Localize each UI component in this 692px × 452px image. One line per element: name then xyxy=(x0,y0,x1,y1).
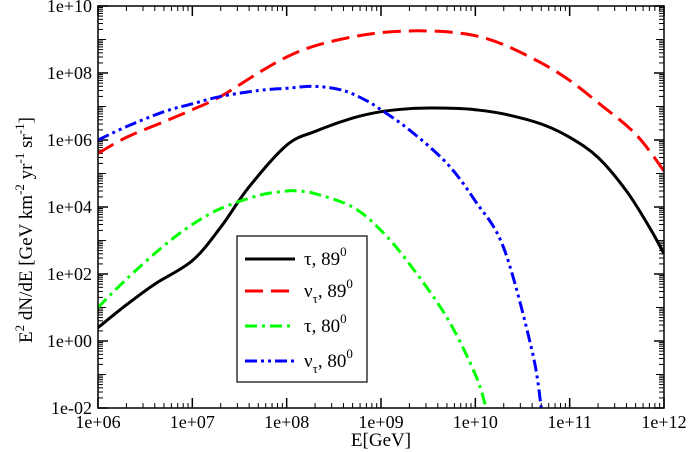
legend-entry-nutau-80: ντ, 800 xyxy=(245,346,353,376)
legend-sup-nutau-89: 0 xyxy=(346,276,353,291)
y-title-part-7: -1 xyxy=(12,123,27,134)
x-tick-labels: 1e+06 1e+07 1e+08 1e+09 1e+10 1e+11 1e+12 xyxy=(75,412,686,432)
x-tick-label-3: 1e+09 xyxy=(358,412,403,432)
legend-label-tau-89: τ, 89 xyxy=(304,249,340,270)
svg-text:E2 dN/dE [GeV km-2 yr-1 sr-1]: E2 dN/dE [GeV km-2 yr-1 sr-1] xyxy=(12,117,37,343)
y-title-part-2: dN/dE [GeV km xyxy=(16,195,37,325)
y-title-part-1: 2 xyxy=(12,325,27,332)
svg-text:τ, 890: τ, 890 xyxy=(304,244,347,270)
x-tick-label-2: 1e+08 xyxy=(264,412,309,432)
legend: τ, 890 ντ, 890 τ, 800 ντ, 800 xyxy=(236,235,368,383)
legend-mid-nutau-89: , 89 xyxy=(318,281,347,302)
x-axis-title: E[GeV] xyxy=(351,430,411,451)
legend-entry-nutau-89: ντ, 890 xyxy=(245,276,353,306)
y-axis-title: E2 dN/dE [GeV km-2 yr-1 sr-1] xyxy=(12,117,37,343)
y-title-part-4: yr xyxy=(16,163,37,184)
x-tick-label-4: 1e+10 xyxy=(453,412,498,432)
legend-entry-tau-89: τ, 890 xyxy=(245,244,347,270)
legend-sub-nutau-89: τ xyxy=(313,291,318,306)
x-tick-label-5: 1e+11 xyxy=(547,412,591,432)
y-tick-label-4: 1e+06 xyxy=(47,130,92,150)
y-tick-labels: 1e-02 1e+00 1e+02 1e+04 1e+06 1e+08 1e+10 xyxy=(47,0,92,418)
series-lines xyxy=(98,29,664,408)
series-line-nutau-89 xyxy=(98,29,664,172)
y-tick-label-3: 1e+04 xyxy=(47,197,92,217)
y-tick-label-5: 1e+08 xyxy=(47,63,92,83)
y-title-part-8: ] xyxy=(16,117,37,123)
legend-sup-nutau-80: 0 xyxy=(346,346,353,361)
legend-sub-nutau-80: τ xyxy=(313,361,318,376)
series-line-tau-80 xyxy=(98,189,488,408)
plot-frame xyxy=(97,5,665,409)
legend-label-nutau-89: ν xyxy=(304,281,313,302)
series-line-nutau-80 xyxy=(98,84,543,408)
legend-label-tau-80: τ, 80 xyxy=(304,316,340,337)
x-tick-label-1: 1e+07 xyxy=(170,412,215,432)
y-tick-label-0: 1e-02 xyxy=(51,398,92,418)
legend-sup-tau-89: 0 xyxy=(340,244,347,259)
svg-text:τ, 800: τ, 800 xyxy=(304,311,347,337)
svg-text:ντ, 890: ντ, 890 xyxy=(304,276,353,306)
legend-mid-nutau-80: , 80 xyxy=(318,351,347,372)
svg-text:ντ, 800: ντ, 800 xyxy=(304,346,353,376)
legend-label-nutau-80: ν xyxy=(304,351,313,372)
y-tick-label-6: 1e+10 xyxy=(47,0,92,16)
y-tick-label-1: 1e+00 xyxy=(47,331,92,351)
x-tick-label-0: 1e+06 xyxy=(75,412,120,432)
y-title-part-5: -1 xyxy=(12,153,27,164)
y-title-part-0: E xyxy=(16,331,37,343)
series-line-tau-89 xyxy=(98,106,664,329)
x-tick-label-6: 1e+12 xyxy=(641,412,686,432)
legend-sup-tau-80: 0 xyxy=(340,311,347,326)
y-tick-label-2: 1e+02 xyxy=(47,264,92,284)
legend-entry-tau-80: τ, 800 xyxy=(245,311,347,337)
y-title-part-3: -2 xyxy=(12,184,27,195)
y-title-part-6: sr xyxy=(16,133,37,152)
